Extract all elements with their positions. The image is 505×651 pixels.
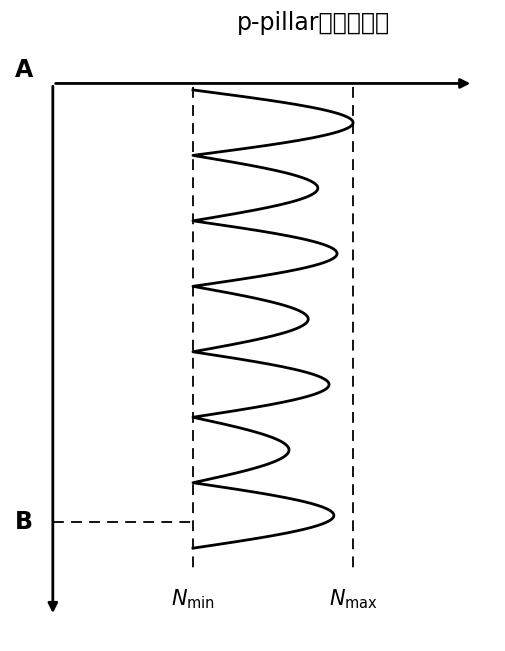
Text: A: A [15,58,33,82]
Text: B: B [15,510,33,534]
Text: $N_{\rm min}$: $N_{\rm min}$ [171,587,215,611]
Text: p-pillar净掺杂浓度: p-pillar净掺杂浓度 [236,11,389,35]
Text: $N_{\rm max}$: $N_{\rm max}$ [328,587,377,611]
